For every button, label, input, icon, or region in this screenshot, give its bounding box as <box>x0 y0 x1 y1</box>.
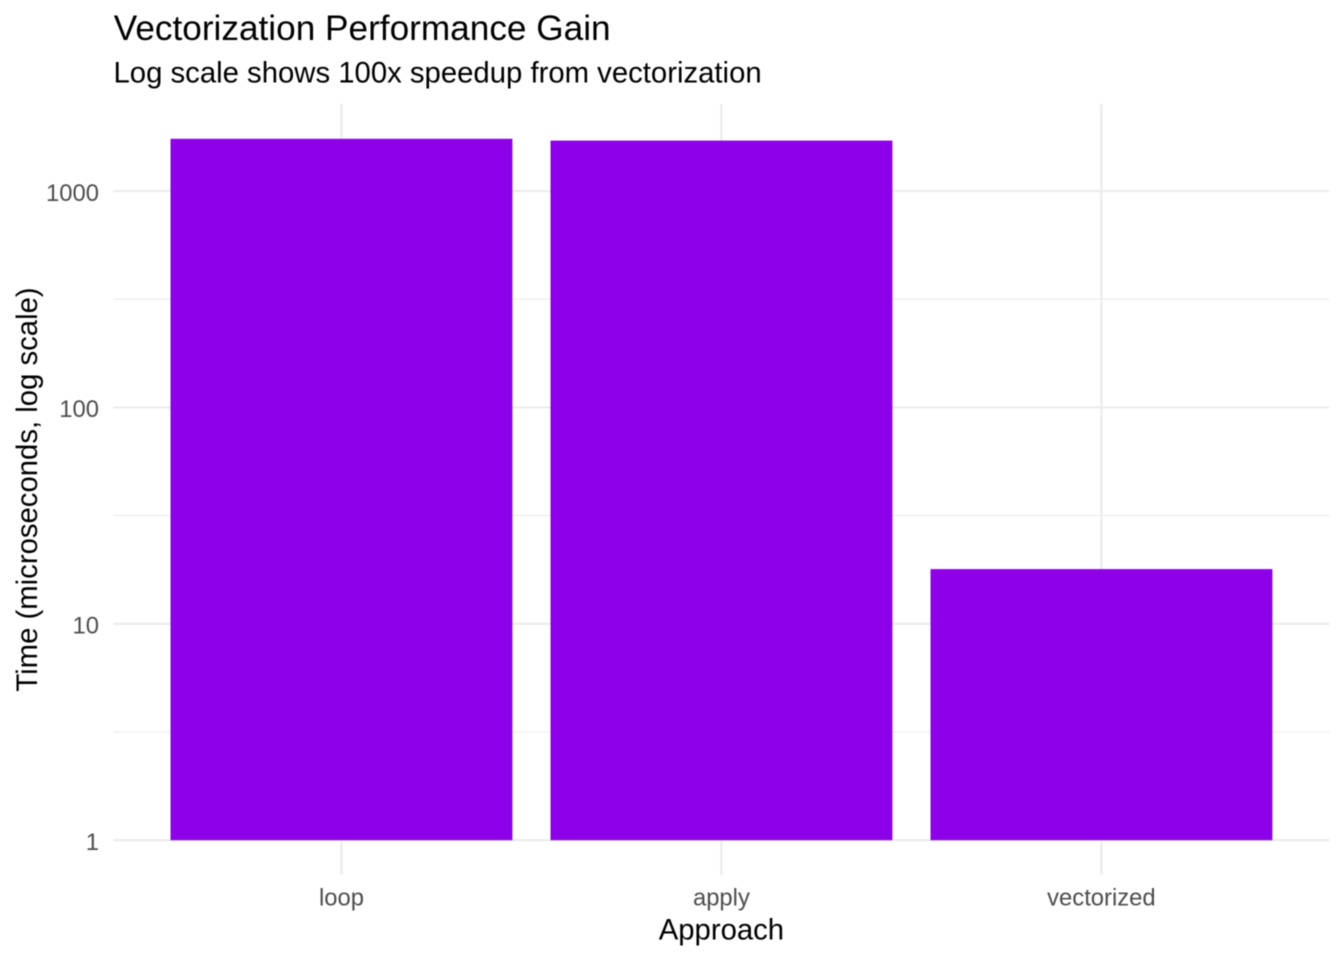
svg-text:1000: 1000 <box>46 180 99 207</box>
svg-text:Vectorization Performance Gain: Vectorization Performance Gain <box>114 9 611 48</box>
svg-text:1: 1 <box>86 829 99 856</box>
svg-text:Time (microseconds, log scale): Time (microseconds, log scale) <box>11 287 44 691</box>
svg-text:10: 10 <box>73 613 99 640</box>
svg-text:100: 100 <box>59 396 99 423</box>
svg-text:loop: loop <box>319 885 364 912</box>
svg-text:apply: apply <box>693 885 750 912</box>
svg-text:vectorized: vectorized <box>1047 885 1155 912</box>
svg-text:Log scale shows 100x speedup f: Log scale shows 100x speedup from vector… <box>114 56 762 89</box>
svg-text:Approach: Approach <box>659 913 784 946</box>
